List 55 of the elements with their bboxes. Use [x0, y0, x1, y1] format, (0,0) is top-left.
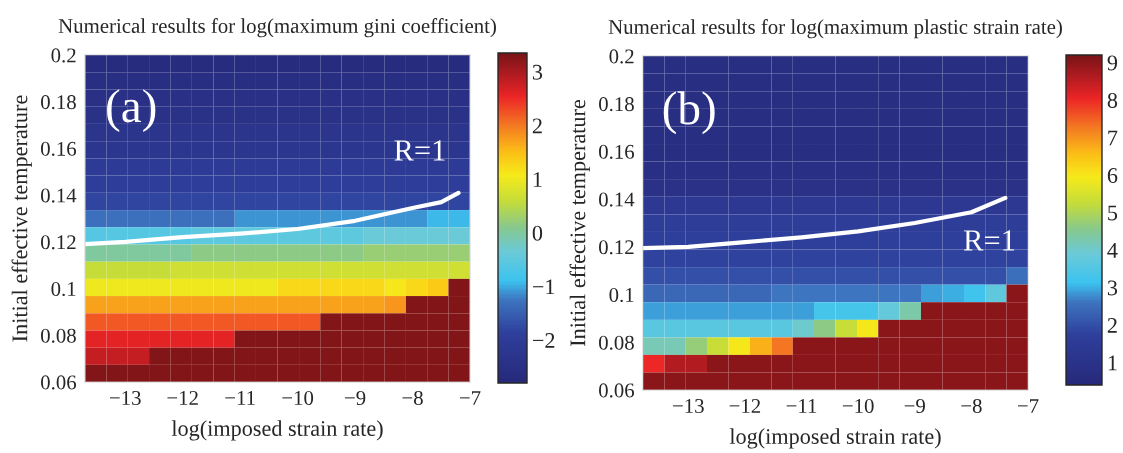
x-tick-label: −13	[673, 398, 704, 413]
y-axis-title: Initial effective temperature	[569, 99, 590, 347]
x-tick-label: −12	[729, 398, 761, 413]
y-tick-label: 0.16	[599, 144, 635, 159]
x-tick-label: −11	[786, 399, 817, 413]
annotation: (a)	[107, 89, 156, 132]
x-tick-label: −7	[459, 391, 481, 405]
color-bar-label: 9	[1107, 55, 1118, 71]
y-tick-label: 0.14	[41, 188, 77, 203]
y-axis-title: Initial effective temperature	[11, 95, 32, 342]
color-bar-label: 4	[1107, 243, 1118, 258]
color-bar-label: 2	[532, 118, 542, 134]
x-axis-title: log(imposed strain rate)	[171, 420, 383, 441]
x-tick-label: −9	[904, 398, 925, 413]
color-bar-label: 3	[532, 64, 543, 80]
x-tick-label: −7	[1017, 399, 1039, 413]
color-bar-label: 3	[1107, 280, 1118, 296]
y-tick-label: 0.18	[599, 97, 634, 112]
y-tick-label: 0.2	[609, 49, 634, 64]
y-tick-label: 0.06	[599, 383, 635, 398]
color-bar-label: 0	[532, 225, 543, 241]
color-bar-label: −2	[532, 333, 555, 348]
x-tick-label: −8	[402, 390, 423, 405]
x-tick-label: −13	[109, 390, 141, 405]
y-tick-label: 0.12	[599, 240, 634, 255]
y-tick-label: 0.1	[51, 281, 76, 297]
x-tick-label: −8	[961, 398, 982, 413]
color-bar-label: −1	[532, 279, 555, 295]
x-tick-label: −11	[225, 391, 255, 405]
chart-title: Numerical results for log(maximum plastic strain rate)	[608, 19, 1062, 39]
x-tick-label: −12	[167, 390, 198, 405]
color-bar-label: 6	[1107, 167, 1118, 183]
x-tick-label: −9	[345, 390, 366, 405]
y-tick-label: 0.08	[41, 328, 76, 343]
y-tick-label: 0.12	[41, 235, 76, 250]
y-tick-label: 0.1	[609, 287, 634, 303]
x-tick-label: −10	[282, 390, 314, 405]
y-tick-label: 0.16	[41, 141, 77, 156]
y-tick-label: 0.14	[599, 192, 635, 207]
color-bar-label: 8	[1107, 92, 1118, 108]
color-bar-label: 7	[1108, 130, 1118, 146]
color-bar-label: 5	[1108, 205, 1118, 221]
y-tick-label: 0.06	[41, 375, 77, 390]
annotation: (b)	[663, 91, 715, 135]
annotation: R=1	[963, 230, 1015, 251]
x-axis-title: log(imposed strain rate)	[729, 428, 941, 449]
y-tick-label: 0.08	[599, 335, 634, 350]
x-tick-label: −10	[842, 398, 874, 413]
annotation: R=1	[394, 140, 445, 161]
color-bar-label: 1	[1108, 355, 1117, 371]
y-tick-label: 0.18	[41, 95, 76, 110]
y-tick-label: 0.2	[51, 48, 76, 63]
color-bar-label: 1	[533, 172, 542, 187]
color-bar-label: 2	[1107, 317, 1117, 333]
chart-title: Numerical results for log(maximum gini coefficient)	[58, 18, 496, 38]
